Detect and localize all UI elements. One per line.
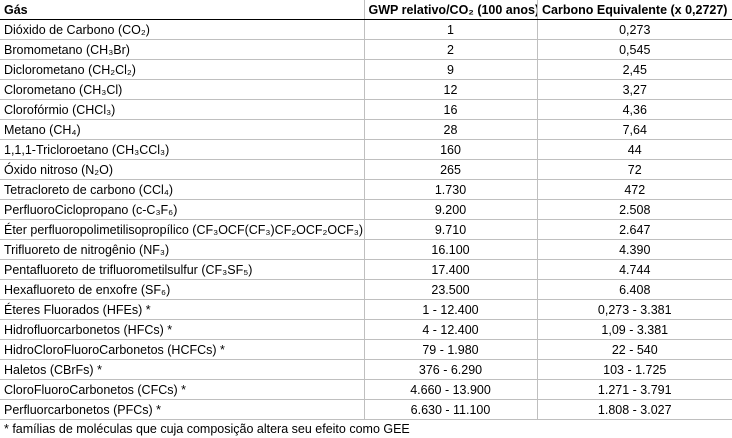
table-cell: 0,273: [536, 19, 732, 40]
table-cell: 4.390: [536, 239, 732, 260]
table-cell: 1.808 - 3.027: [536, 399, 732, 420]
header-cell: Gás: [0, 0, 364, 20]
table-cell: 160: [363, 139, 537, 160]
table-cell: Pentafluoreto de trifluorometilsulfur (C…: [0, 259, 364, 280]
table-row: Clorometano (CH₃Cl) 12 3,27: [0, 79, 732, 100]
table-cell: HidroCloroFluoroCarbonetos (HCFCs) *: [0, 339, 364, 360]
table-cell: 2,45: [536, 59, 732, 80]
table-row: Éteres Fluorados (HFEs) * 1 - 12.400 0,273…: [0, 299, 732, 320]
table-cell: 17.400: [363, 259, 537, 280]
table-cell: 1,1,1-Tricloroetano (CH₃CCl₃): [0, 139, 364, 160]
table-cell: 9.710: [363, 219, 537, 240]
table-row: Pentafluoreto de trifluorometilsulfur (C…: [0, 259, 732, 280]
table-cell: 23.500: [363, 279, 537, 300]
table-cell: Perfluorcarbonetos (PFCs) *: [0, 399, 364, 420]
footnote: * famílias de moléculas que cuja composi…: [4, 422, 410, 436]
table-cell: 103 - 1.725: [536, 359, 732, 380]
table-cell: Bromometano (CH₃Br): [0, 39, 364, 60]
table-cell: 12: [363, 79, 537, 100]
table-cell: 0,273 - 3.381: [536, 299, 732, 320]
table-cell: 9: [363, 59, 537, 80]
table-cell: 1,09 - 3.381: [536, 319, 732, 340]
table-row: Trifluoreto de nitrogênio (NF₃) 16.100 4.3…: [0, 239, 732, 260]
table-body: Dióxido de Carbono (CO₂) 1 0,273 Bromometan…: [0, 19, 732, 420]
table-cell: 1.271 - 3.791: [536, 379, 732, 400]
table-cell: PerfluoroCiclopropano (c-C₃F₆): [0, 199, 364, 220]
table-row: Éter perfluoropolimetilisopropílico (CF₃…: [0, 219, 732, 240]
table-cell: 6.630 - 11.100: [363, 399, 537, 420]
table-cell: 2.647: [536, 219, 732, 240]
table-row: Perfluorcarbonetos (PFCs) * 6.630 - 11.10…: [0, 399, 732, 420]
table-row: PerfluoroCiclopropano (c-C₃F₆) 9.200 2.508: [0, 199, 732, 220]
table-row: CloroFluoroCarbonetos (CFCs) * 4.660 - 13…: [0, 379, 732, 400]
header-row: Gás GWP relativo/CO₂ (100 anos) Carbono Eq…: [0, 0, 732, 20]
table-row: Bromometano (CH₃Br) 2 0,545: [0, 39, 732, 60]
table-cell: CloroFluoroCarbonetos (CFCs) *: [0, 379, 364, 400]
table-cell: 4.744: [536, 259, 732, 280]
table-cell: 9.200: [363, 199, 537, 220]
table-cell: 22 - 540: [536, 339, 732, 360]
table-cell: 44: [536, 139, 732, 160]
table-row: Óxido nitroso (N₂O) 265 72: [0, 159, 732, 180]
table-cell: Éteres Fluorados (HFEs) *: [0, 299, 364, 320]
table-cell: 0,545: [536, 39, 732, 60]
table-cell: Tetracloreto de carbono (CCl₄): [0, 179, 364, 200]
table-cell: 16.100: [363, 239, 537, 260]
table-row: Hexafluoreto de enxofre (SF₆) 23.500 6.408: [0, 279, 732, 300]
table-cell: 4,36: [536, 99, 732, 120]
table-row: Clorofórmio (CHCl₃) 16 4,36: [0, 99, 732, 120]
table-cell: Hexafluoreto de enxofre (SF₆): [0, 279, 364, 300]
table-cell: 1 - 12.400: [363, 299, 537, 320]
table-cell: 376 - 6.290: [363, 359, 537, 380]
header-cell: GWP relativo/CO₂ (100 anos): [363, 0, 537, 20]
table-cell: Trifluoreto de nitrogênio (NF₃): [0, 239, 364, 260]
table-row: Dióxido de Carbono (CO₂) 1 0,273: [0, 19, 732, 40]
table-cell: 28: [363, 119, 537, 140]
table-row: Diclorometano (CH₂Cl₂) 9 2,45: [0, 59, 732, 80]
table-cell: Hidrofluorcarbonetos (HFCs) *: [0, 319, 364, 340]
table-cell: 1: [363, 19, 537, 40]
table-cell: Óxido nitroso (N₂O): [0, 159, 364, 180]
table-cell: Diclorometano (CH₂Cl₂): [0, 59, 364, 80]
table-row: Haletos (CBrFs) * 376 - 6.290 103 - 1.725: [0, 359, 732, 380]
gas-table: Gás GWP relativo/CO₂ (100 anos) Carbono Eq…: [0, 0, 732, 420]
table-cell: Éter perfluoropolimetilisopropílico (CF₃…: [0, 219, 364, 240]
table-cell: 79 - 1.980: [363, 339, 537, 360]
table-cell: Haletos (CBrFs) *: [0, 359, 364, 380]
table-cell: 4.660 - 13.900: [363, 379, 537, 400]
table-cell: 2.508: [536, 199, 732, 220]
header-cell: Carbono Equivalente (x 0,2727): [536, 0, 732, 20]
table-row: Hidrofluorcarbonetos (HFCs) * 4 - 12.400 1…: [0, 319, 732, 340]
table-row: HidroCloroFluoroCarbonetos (HCFCs) * 79 -…: [0, 339, 732, 360]
table-cell: Metano (CH₄): [0, 119, 364, 140]
table-cell: 16: [363, 99, 537, 120]
table-cell: 7,64: [536, 119, 732, 140]
table-row: 1,1,1-Tricloroetano (CH₃CCl₃) 160 44: [0, 139, 732, 160]
table-cell: 2: [363, 39, 537, 60]
table-cell: 72: [536, 159, 732, 180]
table-cell: 265: [363, 159, 537, 180]
table-cell: Dióxido de Carbono (CO₂): [0, 19, 364, 40]
table-cell: 3,27: [536, 79, 732, 100]
table-cell: 6.408: [536, 279, 732, 300]
table-row: Tetracloreto de carbono (CCl₄) 1.730 472: [0, 179, 732, 200]
table-row: Metano (CH₄) 28 7,64: [0, 119, 732, 140]
table-cell: Clorofórmio (CHCl₃): [0, 99, 364, 120]
table-cell: Clorometano (CH₃Cl): [0, 79, 364, 100]
table-cell: 4 - 12.400: [363, 319, 537, 340]
table-cell: 1.730: [363, 179, 537, 200]
table-cell: 472: [536, 179, 732, 200]
